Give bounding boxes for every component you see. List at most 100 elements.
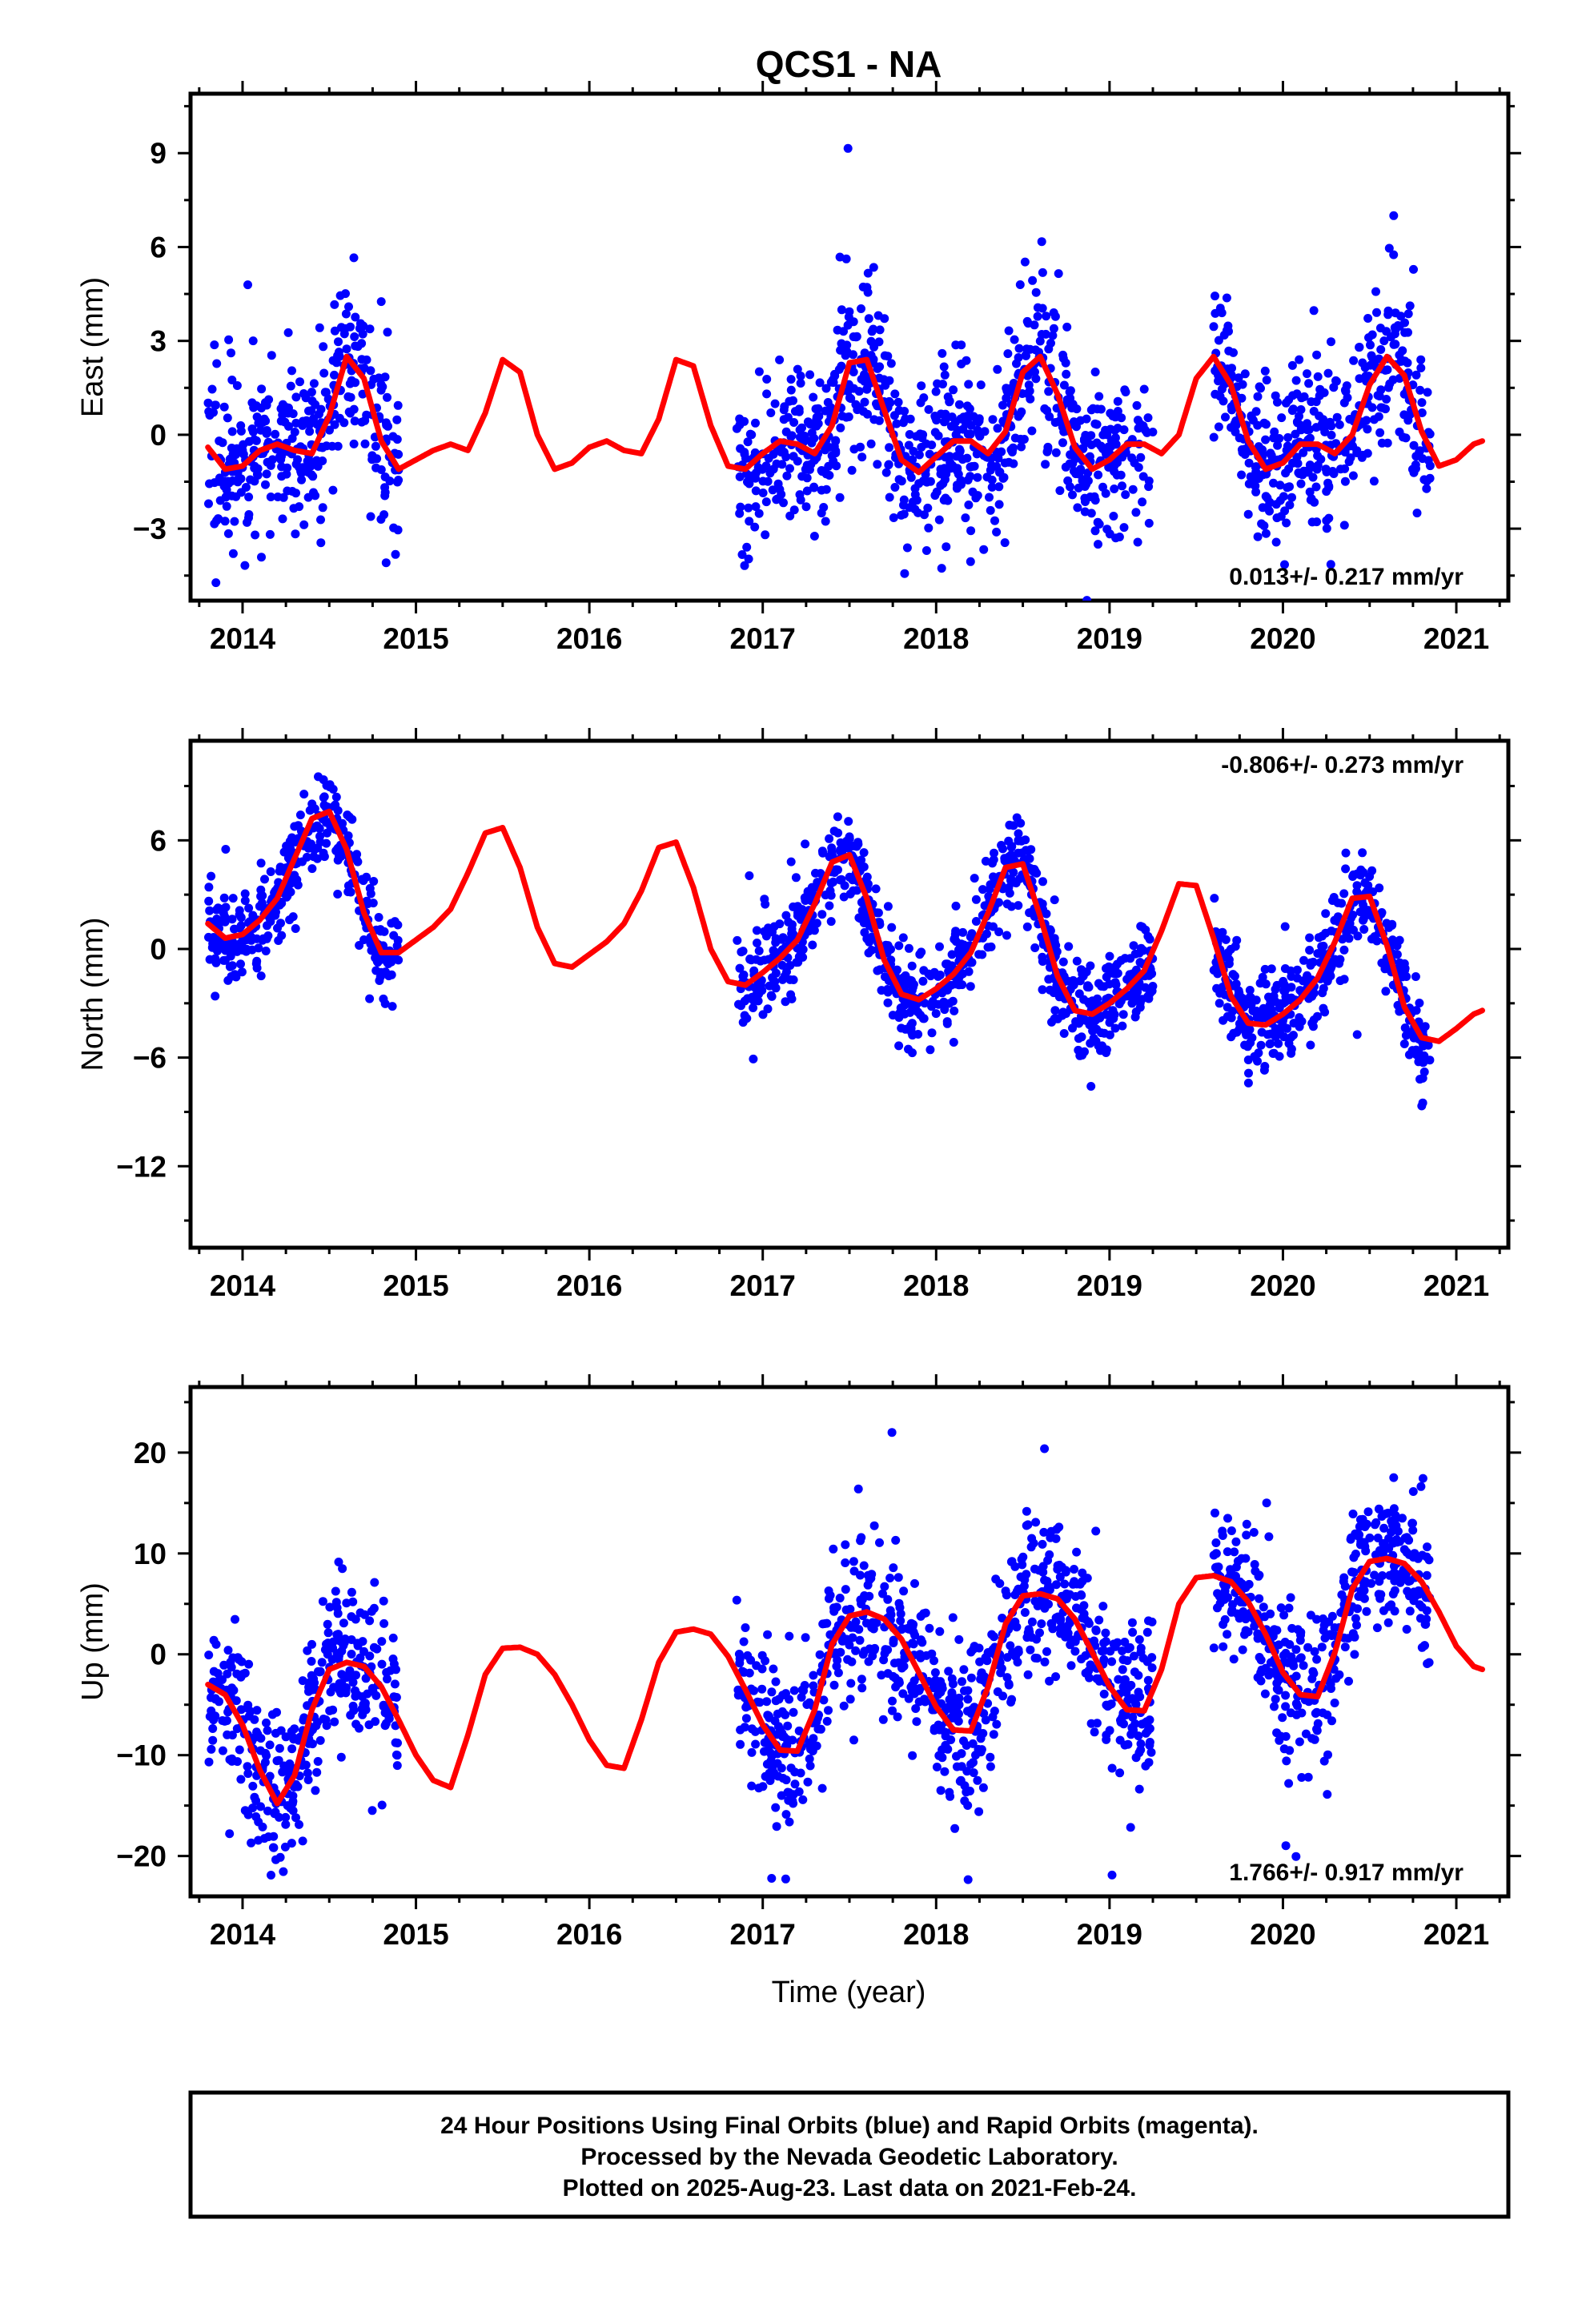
data-point — [1086, 1660, 1095, 1670]
data-point — [1271, 391, 1280, 400]
data-point — [879, 1655, 889, 1665]
data-point — [335, 847, 344, 857]
data-point — [1375, 428, 1385, 437]
data-point — [240, 561, 250, 570]
data-point — [1296, 1653, 1306, 1663]
data-point — [986, 880, 995, 890]
data-point — [212, 359, 222, 368]
data-point — [841, 1540, 850, 1550]
data-point — [292, 875, 302, 885]
data-point — [753, 939, 761, 947]
data-point — [822, 1618, 832, 1628]
data-point — [1014, 344, 1024, 353]
data-point — [1026, 1645, 1035, 1655]
data-point — [761, 530, 770, 540]
data-point — [809, 532, 819, 541]
data-point — [279, 493, 288, 502]
data-point — [1051, 1534, 1061, 1543]
data-point — [738, 971, 748, 981]
data-point — [885, 493, 894, 502]
data-point — [211, 578, 221, 588]
data-point — [952, 1762, 962, 1771]
data-point — [1359, 1586, 1369, 1595]
data-point — [223, 1646, 233, 1655]
data-point — [751, 418, 760, 428]
data-point — [287, 1799, 297, 1808]
data-point — [205, 411, 215, 420]
data-point — [805, 1761, 815, 1771]
data-point — [940, 1767, 950, 1776]
data-point — [1241, 1614, 1251, 1624]
data-point — [1415, 1590, 1424, 1599]
data-point — [1044, 387, 1054, 396]
data-point — [738, 947, 748, 956]
data-point — [789, 418, 799, 427]
data-point — [325, 1706, 335, 1715]
data-point — [856, 1595, 865, 1605]
data-point — [320, 388, 330, 397]
data-point — [1085, 452, 1094, 461]
data-point — [976, 1734, 986, 1743]
data-point — [1097, 1647, 1106, 1656]
data-point — [1319, 941, 1328, 951]
data-point — [1022, 351, 1030, 360]
data-point — [962, 453, 972, 463]
data-point — [252, 963, 262, 973]
data-point — [350, 416, 359, 426]
data-point — [899, 1662, 909, 1671]
data-point — [1375, 883, 1384, 893]
data-point — [968, 1739, 978, 1748]
data-point — [391, 549, 400, 559]
data-point — [1401, 1031, 1411, 1040]
data-point — [1240, 450, 1250, 459]
data-point — [333, 441, 343, 451]
data-point — [307, 388, 316, 397]
data-point — [857, 1683, 867, 1693]
data-point — [349, 439, 359, 448]
data-point — [1006, 1698, 1016, 1707]
data-point — [1002, 1673, 1012, 1683]
data-point — [1001, 1586, 1010, 1596]
data-point — [808, 940, 817, 950]
data-point — [1090, 526, 1100, 536]
data-point — [854, 387, 864, 396]
data-point — [275, 1852, 285, 1862]
data-point — [240, 896, 250, 906]
data-point — [367, 455, 377, 464]
model-curve — [205, 353, 1485, 476]
north-panel: 2014 2015 2016 2017 2018 2019 2020 2021−12−606N… — [76, 728, 1521, 1302]
data-point — [271, 1728, 280, 1738]
data-point — [809, 483, 819, 493]
data-point — [873, 966, 882, 975]
data-point — [901, 1024, 910, 1034]
y-tick-label: 20 — [134, 1437, 167, 1470]
data-point — [986, 1752, 995, 1762]
data-point — [1097, 982, 1106, 991]
data-point — [1317, 1642, 1327, 1652]
data-point — [940, 370, 950, 380]
data-point — [227, 915, 237, 924]
data-point — [825, 852, 834, 862]
data-point — [792, 958, 801, 967]
data-point — [973, 1775, 982, 1785]
data-point — [777, 489, 786, 499]
data-point — [1259, 1602, 1268, 1612]
data-point — [1055, 1572, 1065, 1582]
data-point — [1310, 1647, 1319, 1656]
data-point — [351, 312, 360, 322]
data-point — [248, 336, 258, 346]
data-point — [919, 966, 929, 975]
data-point — [842, 340, 852, 350]
data-point — [253, 470, 263, 480]
data-point — [1215, 1591, 1224, 1601]
data-point — [315, 831, 324, 841]
data-point — [307, 864, 317, 874]
y-tick-label: 6 — [150, 231, 167, 263]
data-point — [1115, 1735, 1125, 1745]
data-point — [855, 1635, 865, 1645]
data-point — [239, 1670, 247, 1679]
data-point — [1006, 1641, 1015, 1651]
data-point — [934, 431, 943, 440]
data-point — [1256, 1668, 1266, 1678]
data-point — [1120, 385, 1130, 395]
